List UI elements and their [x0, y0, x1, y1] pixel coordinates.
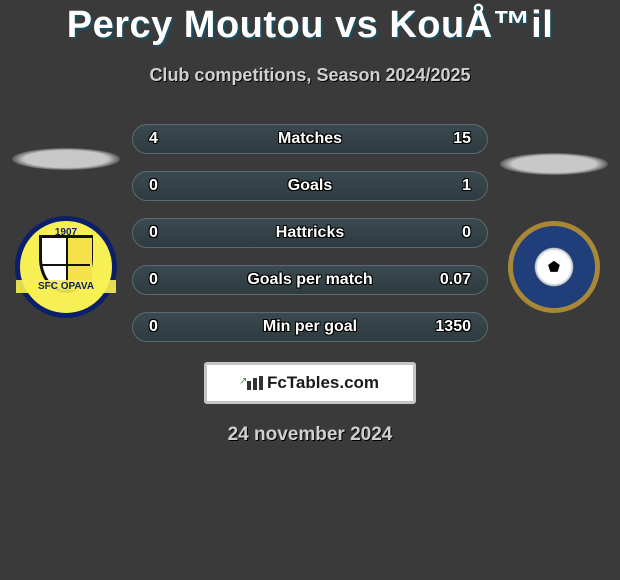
stat-row-hattricks: 0 Hattricks 0: [132, 218, 488, 248]
stat-right-value: 1: [462, 177, 471, 195]
stat-left-value: 0: [149, 318, 158, 336]
stat-left-value: 0: [149, 271, 158, 289]
subtitle: Club competitions, Season 2024/2025: [0, 65, 620, 86]
ball-icon: [537, 250, 571, 284]
page-title: Percy Moutou vs KouÅ™il: [0, 0, 620, 47]
stat-left-value: 0: [149, 224, 158, 242]
right-club-column: [494, 153, 614, 313]
stat-left-value: 4: [149, 130, 158, 148]
shadow-ellipse: [500, 153, 608, 175]
stat-right-value: 0: [462, 224, 471, 242]
comparison-content: 1907 SFC OPAVA 4 Matches 15 0 Goals 1 0 …: [0, 124, 620, 342]
stat-row-goals: 0 Goals 1: [132, 171, 488, 201]
stat-row-goals-per-match: 0 Goals per match 0.07: [132, 265, 488, 295]
stat-label: Goals per match: [247, 271, 372, 289]
stat-label: Matches: [278, 130, 342, 148]
stat-row-matches: 4 Matches 15: [132, 124, 488, 154]
logo-band: SFC OPAVA: [16, 280, 116, 293]
banner-text: FcTables.com: [267, 373, 379, 393]
club-logo-left: 1907 SFC OPAVA: [15, 216, 117, 318]
stat-label: Min per goal: [263, 318, 357, 336]
fctables-banner[interactable]: ↗ FcTables.com: [204, 362, 416, 404]
club-logo-right: [508, 221, 600, 313]
stat-right-value: 0.07: [440, 271, 471, 289]
stats-column: 4 Matches 15 0 Goals 1 0 Hattricks 0 0 G…: [126, 124, 494, 342]
left-club-column: 1907 SFC OPAVA: [6, 148, 126, 318]
stat-row-min-per-goal: 0 Min per goal 1350: [132, 312, 488, 342]
stat-label: Hattricks: [276, 224, 344, 242]
stat-left-value: 0: [149, 177, 158, 195]
stat-right-value: 15: [453, 130, 471, 148]
shadow-ellipse: [12, 148, 120, 170]
stat-label: Goals: [288, 177, 332, 195]
bar-chart-icon: ↗: [241, 376, 263, 390]
date-text: 24 november 2024: [0, 424, 620, 446]
stat-right-value: 1350: [435, 318, 471, 336]
